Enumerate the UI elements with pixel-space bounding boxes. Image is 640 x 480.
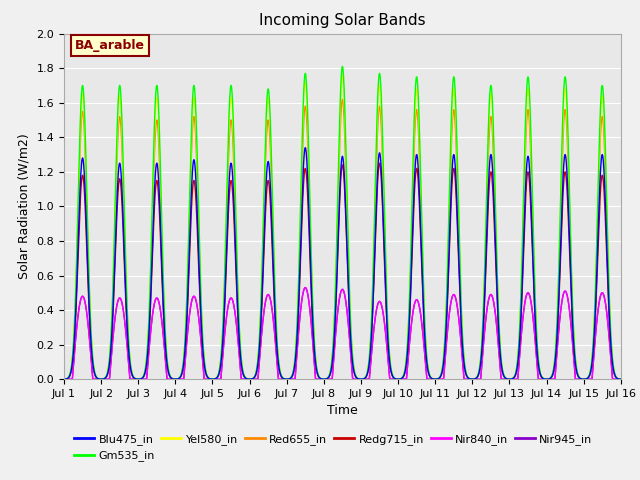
Yel580_in xyxy=(173,376,181,382)
Yel580_in xyxy=(339,72,346,78)
Text: BA_arable: BA_arable xyxy=(75,39,145,52)
Red655_in xyxy=(339,96,346,102)
Red655_in xyxy=(617,376,625,382)
Gm535_in xyxy=(615,376,623,382)
X-axis label: Time: Time xyxy=(327,405,358,418)
Gm535_in xyxy=(179,361,187,367)
Yel580_in xyxy=(179,361,187,367)
Blu475_in xyxy=(615,376,623,382)
Redg715_in xyxy=(499,369,506,375)
Red655_in xyxy=(419,288,427,294)
Line: Nir840_in: Nir840_in xyxy=(64,288,621,379)
Nir840_in xyxy=(617,376,625,382)
Gm535_in xyxy=(269,192,276,198)
Redg715_in xyxy=(60,376,68,382)
Nir945_in xyxy=(419,335,427,341)
Line: Redg715_in: Redg715_in xyxy=(64,163,621,379)
Nir840_in xyxy=(179,376,187,382)
Y-axis label: Solar Radiation (W/m2): Solar Radiation (W/m2) xyxy=(18,133,31,279)
Redg715_in xyxy=(173,376,181,382)
Title: Incoming Solar Bands: Incoming Solar Bands xyxy=(259,13,426,28)
Red655_in xyxy=(499,367,506,372)
Blu475_in xyxy=(419,303,427,309)
Blu475_in xyxy=(499,368,506,374)
Yel580_in xyxy=(60,376,68,382)
Red655_in xyxy=(60,376,68,382)
Nir840_in xyxy=(301,285,309,290)
Nir945_in xyxy=(269,309,276,315)
Red655_in xyxy=(269,212,276,218)
Gm535_in xyxy=(173,376,181,382)
Blu475_in xyxy=(617,376,625,382)
Nir945_in xyxy=(615,376,623,382)
Line: Nir945_in: Nir945_in xyxy=(64,288,621,379)
Red655_in xyxy=(179,362,187,368)
Redg715_in xyxy=(376,160,383,166)
Yel580_in xyxy=(419,281,427,287)
Gm535_in xyxy=(419,277,427,283)
Blu475_in xyxy=(60,376,68,382)
Yel580_in xyxy=(617,376,625,382)
Blu475_in xyxy=(179,365,187,371)
Red655_in xyxy=(173,376,181,382)
Gm535_in xyxy=(339,63,346,69)
Line: Red655_in: Red655_in xyxy=(64,99,621,379)
Nir945_in xyxy=(60,376,68,382)
Gm535_in xyxy=(60,376,68,382)
Nir840_in xyxy=(173,376,181,382)
Line: Blu475_in: Blu475_in xyxy=(64,148,621,379)
Blu475_in xyxy=(269,239,276,244)
Line: Gm535_in: Gm535_in xyxy=(64,66,621,379)
Nir945_in xyxy=(301,285,309,290)
Yel580_in xyxy=(269,198,276,204)
Redg715_in xyxy=(419,307,427,313)
Nir945_in xyxy=(173,376,181,382)
Yel580_in xyxy=(499,366,506,372)
Redg715_in xyxy=(269,251,276,256)
Nir840_in xyxy=(499,376,506,382)
Nir840_in xyxy=(60,376,68,382)
Nir840_in xyxy=(615,376,623,382)
Gm535_in xyxy=(499,366,506,372)
Redg715_in xyxy=(179,366,187,372)
Nir945_in xyxy=(179,376,187,382)
Legend: Blu475_in, Gm535_in, Yel580_in, Red655_in, Redg715_in, Nir840_in, Nir945_in: Blu475_in, Gm535_in, Yel580_in, Red655_i… xyxy=(70,430,597,466)
Nir945_in xyxy=(499,376,506,382)
Redg715_in xyxy=(617,376,625,382)
Nir840_in xyxy=(269,309,276,315)
Redg715_in xyxy=(615,376,623,382)
Blu475_in xyxy=(301,145,309,151)
Line: Yel580_in: Yel580_in xyxy=(64,75,621,379)
Blu475_in xyxy=(173,376,181,382)
Nir840_in xyxy=(419,335,427,341)
Red655_in xyxy=(615,376,623,382)
Nir945_in xyxy=(617,376,625,382)
Yel580_in xyxy=(615,376,623,382)
Gm535_in xyxy=(617,376,625,382)
